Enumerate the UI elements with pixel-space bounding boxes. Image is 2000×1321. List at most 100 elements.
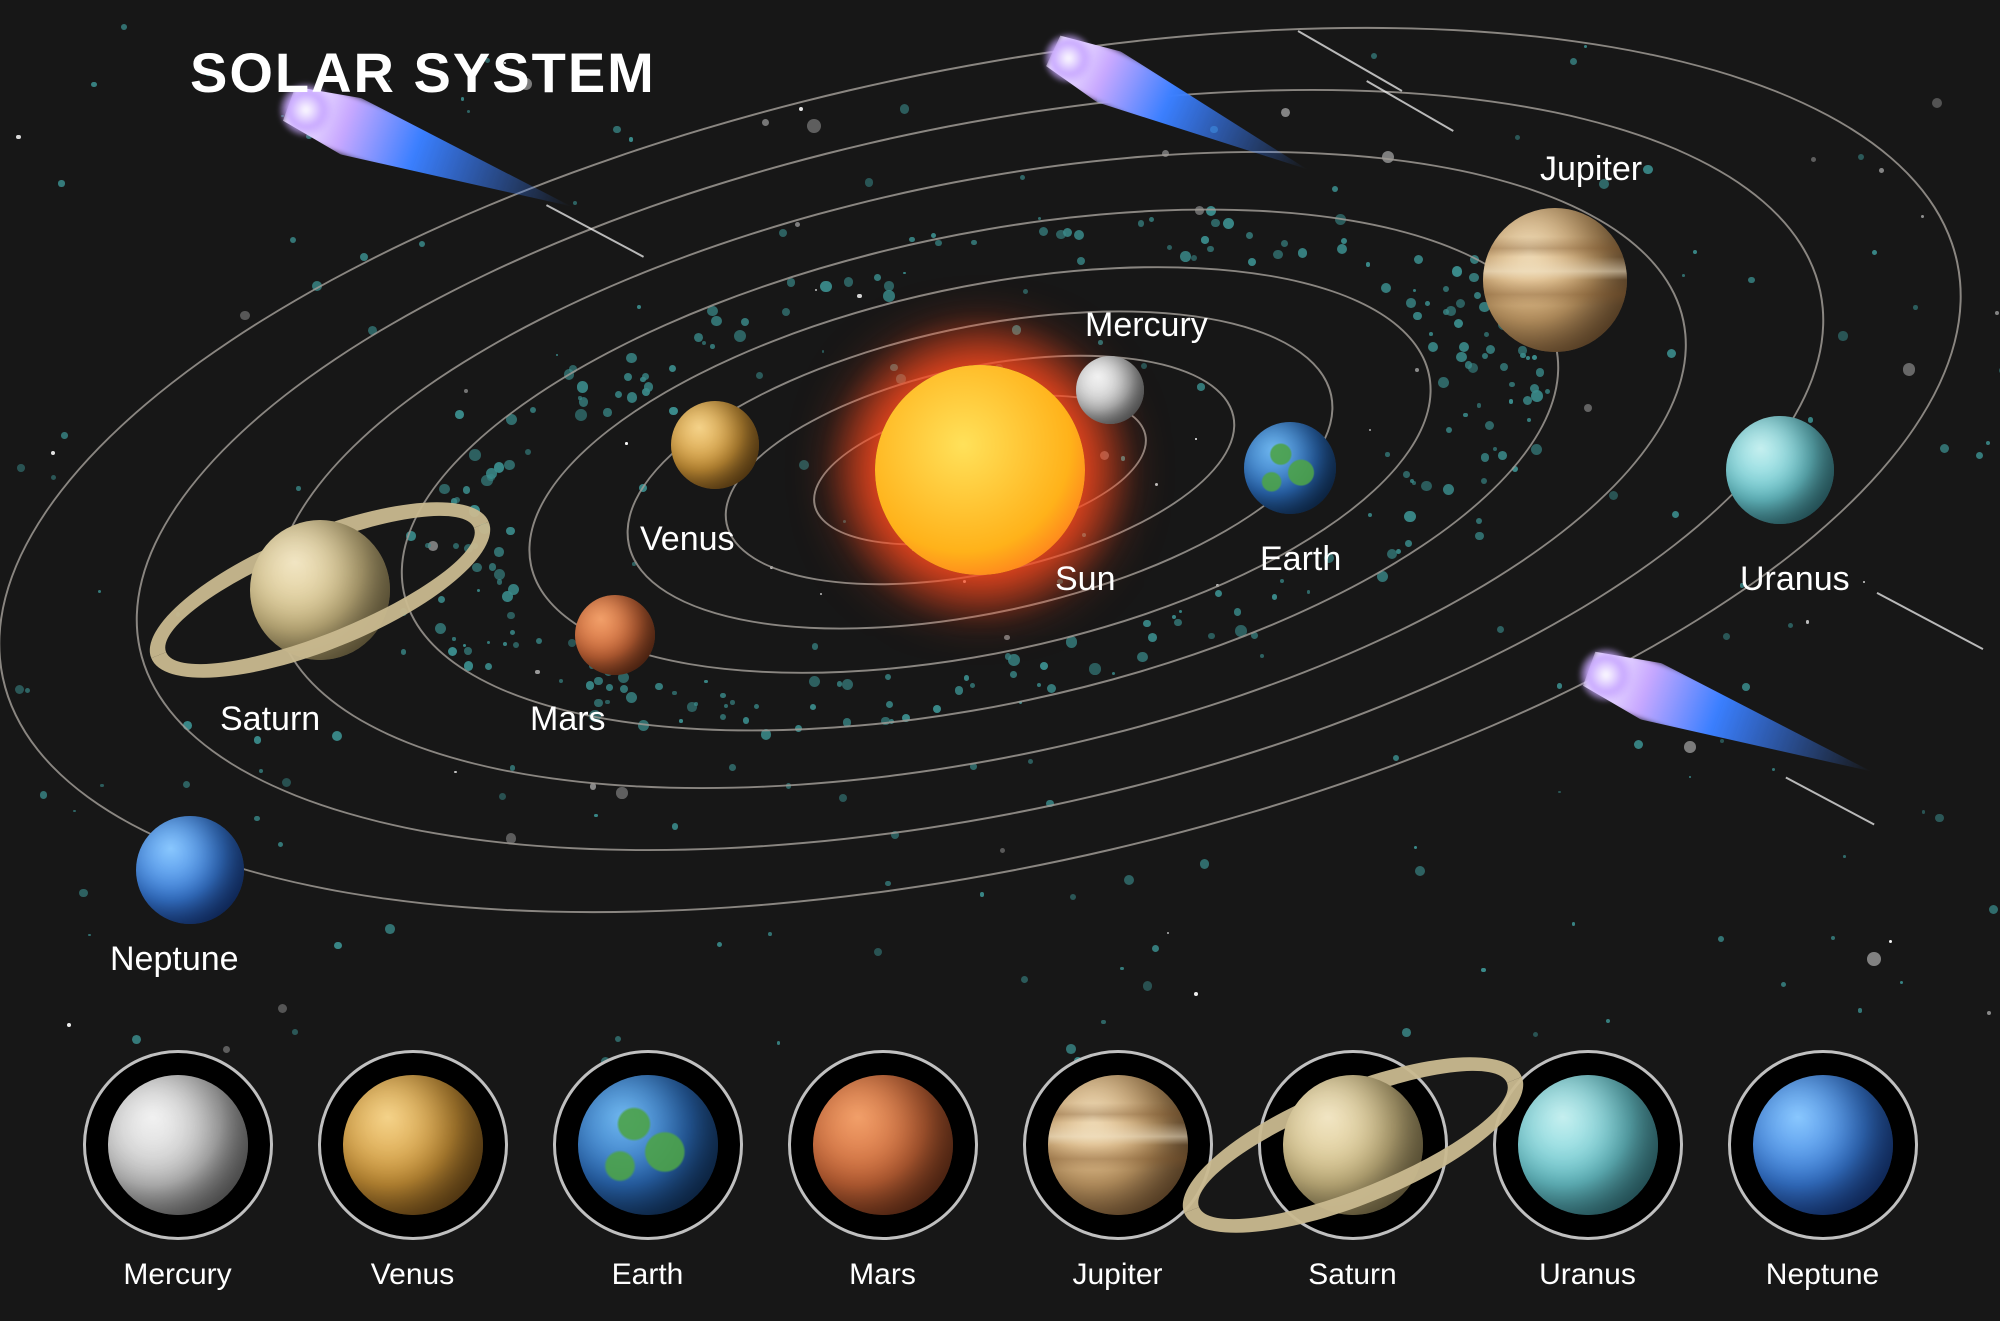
- bg-star: [1558, 791, 1561, 794]
- legend-label-mars: Mars: [849, 1258, 916, 1292]
- bg-star: [1987, 1011, 1991, 1015]
- bg-star: [1415, 866, 1425, 876]
- bg-star: [121, 24, 127, 30]
- sun: [875, 365, 1085, 575]
- planet-label-mercury: Mercury: [1085, 306, 1208, 345]
- sun-label: Sun: [1055, 560, 1116, 599]
- bg-star: [1889, 940, 1892, 943]
- bg-star: [1200, 859, 1209, 868]
- planet-mercury: [1076, 356, 1144, 424]
- bg-star: [1772, 768, 1775, 771]
- legend-item-mercury: Mercury: [83, 1050, 273, 1292]
- legend-item-neptune: Neptune: [1728, 1050, 1918, 1292]
- meteor-streak: [1877, 592, 1984, 650]
- bg-star: [240, 311, 250, 321]
- bg-star: [1021, 976, 1028, 983]
- legend-label-saturn: Saturn: [1308, 1258, 1396, 1292]
- bg-star: [334, 942, 342, 950]
- bg-star: [1976, 452, 1983, 459]
- planet-label-venus: Venus: [640, 520, 735, 559]
- bg-star: [1900, 981, 1903, 984]
- bg-star: [1070, 894, 1076, 900]
- bg-star: [1402, 1028, 1411, 1037]
- bg-star: [1989, 905, 1998, 914]
- bg-star: [980, 892, 984, 896]
- bg-star: [306, 134, 311, 139]
- bg-star: [132, 1035, 141, 1044]
- bg-star: [61, 432, 68, 439]
- bg-star: [1781, 982, 1786, 987]
- bg-star: [613, 126, 621, 134]
- planet-label-uranus: Uranus: [1740, 560, 1850, 599]
- bg-star: [1723, 633, 1730, 640]
- bg-star: [1101, 1020, 1106, 1025]
- bg-star: [1120, 967, 1124, 971]
- bg-star: [51, 475, 56, 480]
- bg-star: [1634, 740, 1643, 749]
- planet-label-earth: Earth: [1260, 540, 1341, 579]
- bg-star: [73, 810, 75, 812]
- bg-star: [768, 932, 772, 936]
- bg-star: [16, 135, 21, 140]
- planet-jupiter: [1483, 208, 1627, 352]
- bg-star: [67, 1023, 71, 1027]
- bg-star: [1481, 968, 1486, 973]
- bg-star: [1806, 620, 1810, 624]
- bg-star: [1572, 922, 1576, 926]
- bg-star: [58, 180, 64, 186]
- bg-star: [1124, 875, 1134, 885]
- bg-star: [278, 1004, 287, 1013]
- legend-item-earth: Earth: [553, 1050, 743, 1292]
- legend-item-jupiter: Jupiter: [1023, 1050, 1213, 1292]
- legend-label-jupiter: Jupiter: [1072, 1258, 1162, 1292]
- legend-circle-earth: [553, 1050, 743, 1240]
- bg-star: [1606, 1019, 1610, 1023]
- legend-circle-mercury: [83, 1050, 273, 1240]
- planet-venus: [671, 401, 759, 489]
- bg-star: [1167, 932, 1169, 934]
- bg-star: [1858, 1008, 1862, 1012]
- bg-star: [874, 948, 882, 956]
- planet-label-jupiter: Jupiter: [1540, 150, 1642, 189]
- bg-star: [1863, 581, 1865, 583]
- bg-star: [717, 942, 722, 947]
- planet-mars: [575, 595, 655, 675]
- bg-star: [51, 451, 55, 455]
- bg-star: [1194, 992, 1199, 997]
- bg-star: [79, 889, 87, 897]
- legend-circle-mars: [788, 1050, 978, 1240]
- bg-star: [1843, 855, 1846, 858]
- bg-star: [1788, 623, 1793, 628]
- legend-label-neptune: Neptune: [1766, 1258, 1879, 1292]
- legend-item-mars: Mars: [788, 1050, 978, 1292]
- bg-star: [1932, 98, 1942, 108]
- bg-star: [1684, 741, 1696, 753]
- bg-star: [91, 82, 96, 87]
- legend-circle-neptune: [1728, 1050, 1918, 1240]
- bg-star: [1742, 683, 1750, 691]
- bg-star: [1986, 441, 1990, 445]
- meteor-streak: [1785, 777, 1874, 826]
- legend-item-saturn: Saturn: [1258, 1050, 1448, 1292]
- bg-star: [615, 1036, 621, 1042]
- bg-star: [1922, 810, 1926, 814]
- bg-star: [40, 791, 48, 799]
- legend-circle-saturn: [1258, 1050, 1448, 1240]
- planet-saturn: [250, 520, 390, 660]
- bg-star: [88, 934, 91, 937]
- comet: [1579, 641, 1881, 800]
- legend-label-mercury: Mercury: [123, 1258, 231, 1292]
- bg-star: [1720, 739, 1724, 743]
- bg-star: [385, 924, 395, 934]
- bg-star: [1831, 936, 1835, 940]
- bg-star: [1995, 311, 1999, 315]
- bg-star: [1533, 1032, 1539, 1038]
- planet-label-mars: Mars: [530, 700, 606, 739]
- bg-star: [1718, 936, 1724, 942]
- planet-label-neptune: Neptune: [110, 940, 239, 979]
- bg-star: [363, 129, 372, 138]
- legend-label-uranus: Uranus: [1539, 1258, 1636, 1292]
- bg-star: [281, 115, 284, 118]
- legend-label-venus: Venus: [371, 1258, 454, 1292]
- bg-star: [1691, 722, 1700, 731]
